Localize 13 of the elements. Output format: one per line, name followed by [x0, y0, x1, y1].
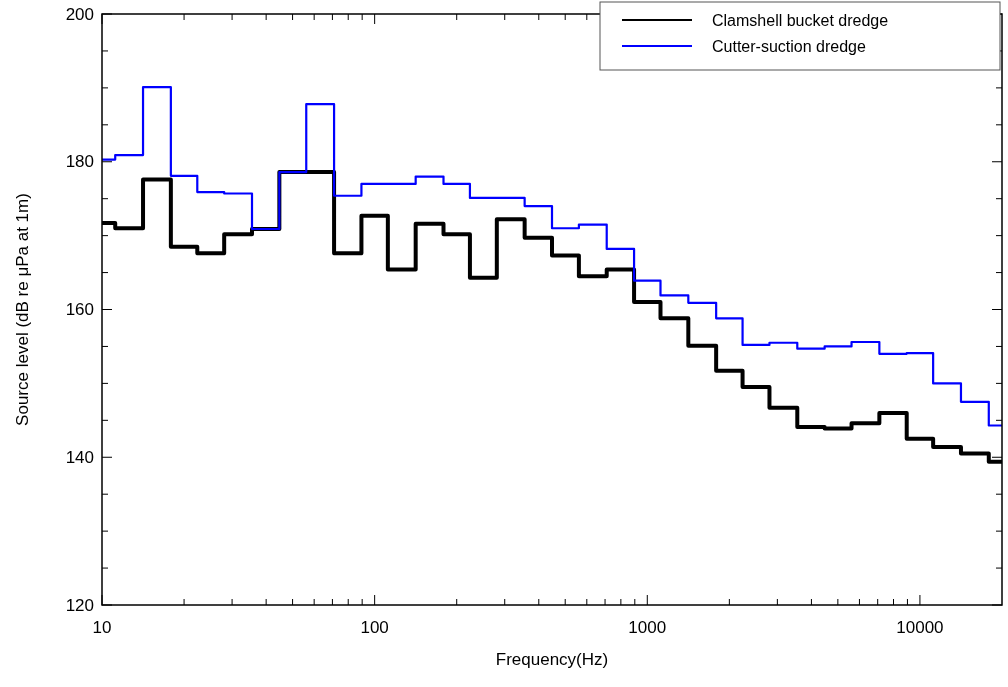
- legend-label: Cutter-suction dredge: [712, 37, 866, 55]
- legend-label: Clamshell bucket dredge: [712, 11, 889, 29]
- y-tick-label: 160: [65, 300, 94, 319]
- y-tick-label: 140: [65, 447, 94, 467]
- x-tick-label: 1000: [628, 618, 667, 637]
- x-axis-title: Frequency(Hz): [495, 650, 609, 669]
- x-tick-label: 10: [92, 618, 112, 637]
- y-tick-label: 200: [65, 4, 94, 24]
- y-tick-label: 180: [65, 152, 94, 172]
- x-tick-label: 100: [360, 618, 389, 637]
- y-tick-label: 120: [65, 595, 94, 615]
- y-axis-title: Source level (dB re μPa at 1m): [13, 193, 32, 426]
- x-tick-label: 10000: [896, 618, 944, 637]
